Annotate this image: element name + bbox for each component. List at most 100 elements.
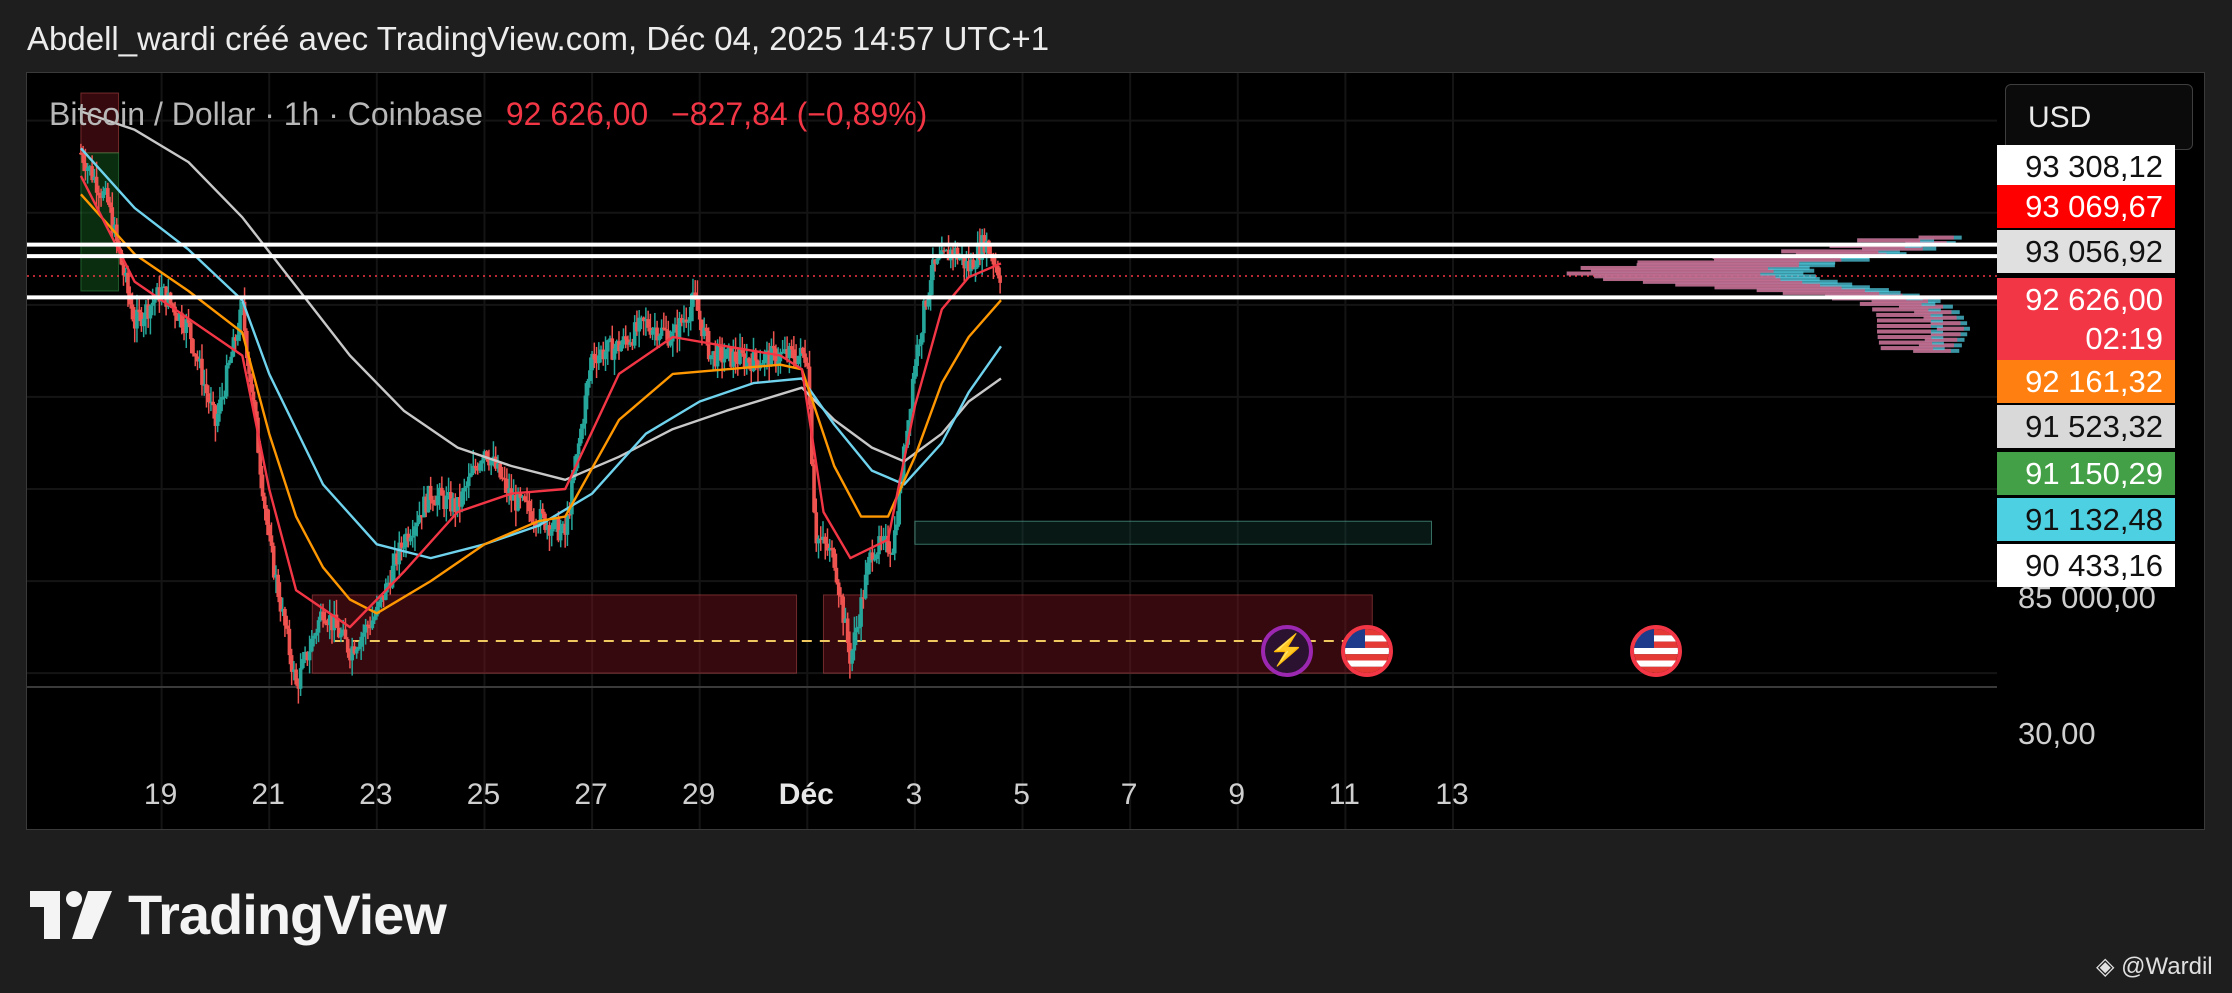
- candle-body: [906, 420, 910, 445]
- candle-body: [709, 355, 713, 360]
- us-flag-icon[interactable]: [1630, 625, 1682, 677]
- time-tick-label: Déc: [778, 778, 834, 811]
- candle-body: [386, 582, 390, 585]
- candle-body: [832, 549, 837, 568]
- candle-body: [242, 301, 247, 331]
- symbol-name[interactable]: Bitcoin / Dollar · 1h · Coinbase: [49, 96, 483, 132]
- candle-body: [433, 503, 437, 506]
- logo-text: TradingView: [128, 883, 447, 946]
- candle-body: [478, 463, 482, 471]
- volume-profile-bar: [1913, 348, 1951, 353]
- candle-body: [108, 202, 112, 208]
- volume-profile-bar: [1872, 307, 1929, 312]
- candle-body: [294, 669, 298, 685]
- candle-body: [812, 464, 816, 513]
- candle-body: [350, 646, 354, 661]
- candle-body: [713, 351, 718, 367]
- candle-body: [159, 287, 164, 302]
- candle-body: [514, 495, 518, 511]
- candle-body: [969, 259, 973, 272]
- candle-body: [928, 280, 933, 296]
- tradingview-logo[interactable]: TradingView: [30, 882, 447, 947]
- candle-body: [227, 362, 231, 366]
- candle-body: [953, 247, 958, 256]
- candle-body: [545, 525, 550, 530]
- candle-body: [184, 319, 189, 334]
- volume-profile-bar: [1594, 274, 1776, 279]
- volume-profile-bar: [1642, 279, 1803, 284]
- chart-panel[interactable]: [26, 72, 2205, 830]
- candle-body: [722, 358, 727, 363]
- price-chart[interactable]: [27, 73, 2205, 830]
- candle-body: [336, 627, 341, 638]
- candle-body: [742, 353, 747, 368]
- candle-body: [581, 423, 585, 429]
- candle-body: [861, 597, 866, 599]
- candle-body: [996, 266, 1000, 276]
- candle-body: [220, 397, 224, 400]
- candle-body: [648, 327, 653, 335]
- candle-body: [175, 315, 180, 321]
- candle-body: [614, 341, 619, 349]
- candle-body: [673, 324, 677, 332]
- candle-body: [635, 322, 639, 332]
- candle-body: [825, 543, 830, 551]
- candle-body: [895, 524, 899, 531]
- candle-body: [657, 335, 662, 341]
- volume-profile-bar: [1923, 315, 1957, 320]
- candle-body: [821, 536, 825, 540]
- candle-body: [157, 287, 162, 302]
- candle-body: [870, 552, 875, 560]
- candle-body: [462, 487, 467, 492]
- candle-body: [984, 240, 989, 253]
- ema-fast-line: [79, 175, 1002, 629]
- candle-body: [332, 614, 337, 631]
- candle-body: [489, 459, 493, 466]
- candle-body: [917, 344, 922, 347]
- candle-body: [978, 244, 982, 260]
- candle-body: [440, 487, 444, 496]
- candle-body: [238, 309, 242, 335]
- last-price: 92 626,00: [505, 96, 649, 132]
- candle-body: [814, 512, 819, 544]
- candle-body: [588, 370, 592, 381]
- candle-body: [446, 492, 451, 496]
- flag-stripe: [1634, 666, 1678, 673]
- candle-body: [92, 176, 97, 181]
- price-tag-value: 91 523,32: [2025, 409, 2163, 444]
- candle-body: [307, 651, 312, 661]
- candle-body: [794, 358, 798, 364]
- candle-body: [751, 350, 756, 372]
- candle-body: [197, 358, 202, 362]
- candle-body: [780, 351, 785, 354]
- event-bolt-icon[interactable]: ⚡: [1261, 625, 1313, 677]
- candle-body: [460, 491, 464, 507]
- candle-body: [455, 497, 460, 513]
- us-flag-icon[interactable]: [1341, 625, 1393, 677]
- candle-body: [915, 344, 919, 366]
- currency-button[interactable]: USD: [2005, 84, 2193, 150]
- candle-body: [518, 491, 523, 498]
- candle-body: [211, 401, 215, 406]
- candle-body: [276, 574, 280, 597]
- candle-body: [630, 342, 635, 346]
- candle-body: [296, 684, 301, 689]
- time-tick-label: 25: [466, 778, 501, 811]
- candle-body: [475, 468, 480, 471]
- candle-body: [247, 358, 251, 374]
- candle-body: [774, 348, 778, 365]
- candle-body: [944, 249, 949, 252]
- candle-body: [99, 195, 103, 199]
- candle-body: [850, 650, 854, 664]
- candle-body: [720, 347, 724, 363]
- price-tag-value: 93 056,92: [2025, 234, 2163, 269]
- candle-body: [700, 319, 704, 337]
- candle-body: [913, 365, 917, 379]
- candle-body: [644, 319, 648, 322]
- candle-body: [863, 574, 868, 599]
- candle-body: [343, 629, 348, 640]
- candle-body: [520, 496, 525, 498]
- candle-body: [724, 349, 729, 359]
- price-tag-value: 93 069,67: [2025, 189, 2163, 224]
- candle-body: [955, 247, 960, 260]
